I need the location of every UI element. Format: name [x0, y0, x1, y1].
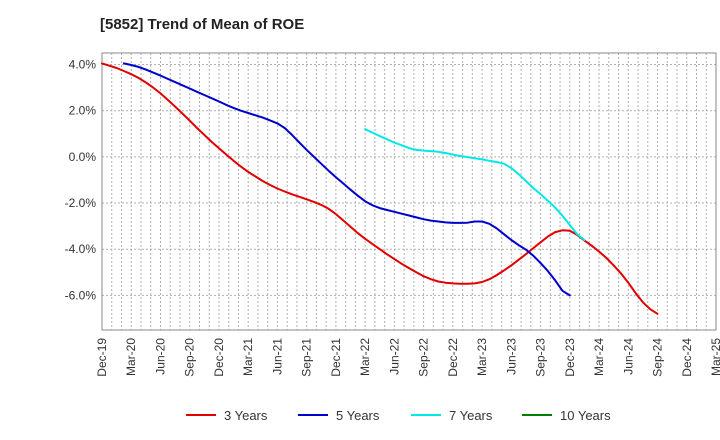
y-tick-label: 0.0% — [69, 150, 97, 164]
x-tick-label: Dec-22 — [446, 338, 460, 377]
legend: 3 Years 5 Years 7 Years 10 Years — [186, 408, 611, 423]
x-tick-label: Sep-24 — [651, 338, 665, 377]
x-tick-label: Mar-20 — [124, 338, 138, 376]
legend-label: 10 Years — [560, 408, 611, 423]
x-tick-label: Jun-21 — [270, 338, 284, 375]
y-tick-label: -4.0% — [65, 242, 97, 256]
plot-area — [101, 52, 717, 331]
x-axis: Dec-19 Mar-20 Jun-20 Sep-20 Dec-20 Mar-21 Jun-… — [95, 338, 720, 377]
legend-label: 3 Years — [224, 408, 268, 423]
x-tick-label: Jun-23 — [504, 338, 518, 375]
x-tick-label: Dec-23 — [563, 338, 577, 377]
legend-label: 5 Years — [336, 408, 380, 423]
x-tick-label: Mar-23 — [475, 338, 489, 376]
series-lines — [101, 62, 659, 315]
x-tick-label: Jun-20 — [153, 338, 167, 375]
y-tick-label: 2.0% — [69, 104, 97, 118]
x-tick-label: Sep-22 — [417, 338, 431, 377]
x-tick-label: Sep-20 — [183, 338, 197, 377]
series-line-7-years — [364, 128, 586, 241]
legend-label: 7 Years — [449, 408, 493, 423]
x-tick-label: Mar-25 — [709, 338, 720, 376]
chart-title: [5852] Trend of Mean of ROE — [100, 16, 304, 33]
grid — [101, 53, 717, 330]
x-tick-label: Jun-24 — [621, 338, 635, 375]
x-tick-label: Dec-21 — [329, 338, 343, 377]
y-tick-label: 4.0% — [69, 58, 97, 72]
x-tick-label: Dec-19 — [95, 338, 109, 377]
series-line-5-years — [122, 62, 571, 297]
y-axis: 4.0% 2.0% 0.0% -2.0% -4.0% -6.0% — [65, 58, 97, 303]
x-tick-label: Sep-23 — [534, 338, 548, 377]
y-tick-label: -2.0% — [65, 196, 97, 210]
x-tick-label: Mar-24 — [592, 338, 606, 376]
x-tick-label: Mar-21 — [241, 338, 255, 376]
x-tick-label: Mar-22 — [358, 338, 372, 376]
x-tick-label: Dec-24 — [680, 338, 694, 377]
x-tick-label: Jun-22 — [387, 338, 401, 375]
x-tick-label: Dec-20 — [212, 338, 226, 377]
series-line-3-years — [101, 62, 659, 315]
x-tick-label: Sep-21 — [300, 338, 314, 377]
y-tick-label: -6.0% — [65, 288, 97, 302]
